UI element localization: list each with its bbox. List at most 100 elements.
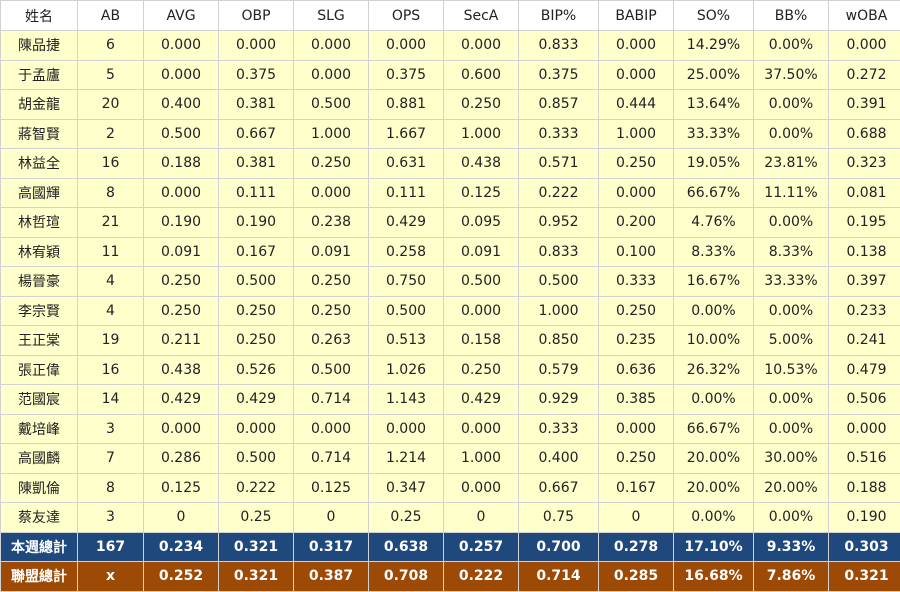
header-bb-pct: BB% (753, 0, 829, 31)
obp-cell: 0.526 (218, 354, 294, 385)
table-body: 陳品捷 6 0.000 0.000 0.000 0.000 0.000 0.833 0.000 1… (0, 30, 900, 592)
table-row: 林益全 16 0.188 0.381 0.250 0.631 0.438 0.571 0.250… (0, 148, 900, 179)
obp-cell: 0.381 (218, 148, 294, 179)
header-name: 姓名 (0, 0, 78, 31)
obp-cell: 0.222 (218, 472, 294, 503)
table-row: 林宥穎 11 0.091 0.167 0.091 0.258 0.091 0.833 0.100… (0, 236, 900, 267)
ops-cell: 0.000 (368, 30, 444, 61)
seca-cell: 0.600 (443, 59, 519, 90)
bip-pct-cell: 0.929 (518, 384, 599, 415)
ab-cell: 5 (77, 59, 144, 90)
table-row: 高國輝 8 0.000 0.111 0.000 0.111 0.125 0.222 0.000 6… (0, 177, 900, 208)
bip-pct-cell: 0.222 (518, 177, 599, 208)
so-pct-cell: 66.67% (673, 177, 754, 208)
header-so-pct: SO% (673, 0, 754, 31)
bb-pct-cell: 37.50% (753, 59, 829, 90)
woba-cell: 0.303 (828, 531, 900, 562)
seca-cell: 0.000 (443, 472, 519, 503)
player-name: 蔣智賢 (0, 118, 78, 149)
bb-pct-cell: 8.33% (753, 236, 829, 267)
obp-cell: 0.500 (218, 266, 294, 297)
babip-cell: 0 (598, 502, 674, 533)
avg-cell: 0.500 (143, 118, 219, 149)
bb-pct-cell: 33.33% (753, 266, 829, 297)
seca-cell: 0.000 (443, 30, 519, 61)
slg-cell: 0.317 (293, 531, 369, 562)
seca-cell: 0.095 (443, 207, 519, 238)
slg-cell: 0.091 (293, 236, 369, 267)
bip-pct-cell: 0.400 (518, 443, 599, 474)
ab-cell: 19 (77, 325, 144, 356)
seca-cell: 0.000 (443, 413, 519, 444)
player-name: 楊晉豪 (0, 266, 78, 297)
obp-cell: 0.375 (218, 59, 294, 90)
bb-pct-cell: 30.00% (753, 443, 829, 474)
player-name: 高國麟 (0, 443, 78, 474)
avg-cell: 0.000 (143, 30, 219, 61)
babip-cell: 0.200 (598, 207, 674, 238)
slg-cell: 0.125 (293, 472, 369, 503)
header-babip: BABIP (598, 0, 674, 31)
seca-cell: 0.500 (443, 266, 519, 297)
seca-cell: 1.000 (443, 443, 519, 474)
woba-cell: 0.233 (828, 295, 900, 326)
slg-cell: 0 (293, 502, 369, 533)
slg-cell: 0.263 (293, 325, 369, 356)
slg-cell: 0.714 (293, 384, 369, 415)
seca-cell: 0.000 (443, 295, 519, 326)
ab-cell: 21 (77, 207, 144, 238)
so-pct-cell: 20.00% (673, 443, 754, 474)
table-row: 陳品捷 6 0.000 0.000 0.000 0.000 0.000 0.833 0.000 1… (0, 30, 900, 61)
babip-cell: 0.235 (598, 325, 674, 356)
ab-cell: 4 (77, 295, 144, 326)
ab-cell: x (77, 561, 144, 592)
bb-pct-cell: 0.00% (753, 118, 829, 149)
so-pct-cell: 16.68% (673, 561, 754, 592)
ops-cell: 0.347 (368, 472, 444, 503)
so-pct-cell: 0.00% (673, 295, 754, 326)
ops-cell: 1.214 (368, 443, 444, 474)
player-name: 蔡友達 (0, 502, 78, 533)
babip-cell: 0.333 (598, 266, 674, 297)
obp-cell: 0.190 (218, 207, 294, 238)
ab-cell: 7 (77, 443, 144, 474)
bb-pct-cell: 9.33% (753, 531, 829, 562)
header-ops: OPS (368, 0, 444, 31)
obp-cell: 0.667 (218, 118, 294, 149)
table-row: 于孟廬 5 0.000 0.375 0.000 0.375 0.600 0.375 0.000 2… (0, 59, 900, 90)
seca-cell: 1.000 (443, 118, 519, 149)
bip-pct-cell: 0.375 (518, 59, 599, 90)
babip-cell: 0.636 (598, 354, 674, 385)
bip-pct-cell: 0.75 (518, 502, 599, 533)
babip-cell: 0.250 (598, 148, 674, 179)
woba-cell: 0.688 (828, 118, 900, 149)
woba-cell: 0.272 (828, 59, 900, 90)
bb-pct-cell: 20.00% (753, 472, 829, 503)
bb-pct-cell: 10.53% (753, 354, 829, 385)
babip-cell: 0.385 (598, 384, 674, 415)
player-name: 林宥穎 (0, 236, 78, 267)
avg-cell: 0.429 (143, 384, 219, 415)
woba-cell: 0.391 (828, 89, 900, 120)
ab-cell: 2 (77, 118, 144, 149)
slg-cell: 0.500 (293, 89, 369, 120)
babip-cell: 0.000 (598, 413, 674, 444)
so-pct-cell: 13.64% (673, 89, 754, 120)
bb-pct-cell: 11.11% (753, 177, 829, 208)
babip-cell: 0.000 (598, 177, 674, 208)
bip-pct-cell: 0.833 (518, 236, 599, 267)
table-row: 李宗賢 4 0.250 0.250 0.250 0.500 0.000 1.000 0.250 0… (0, 295, 900, 326)
avg-cell: 0 (143, 502, 219, 533)
bb-pct-cell: 5.00% (753, 325, 829, 356)
ab-cell: 167 (77, 531, 144, 562)
table-row: 范國宸 14 0.429 0.429 0.714 1.143 0.429 0.929 0.385… (0, 384, 900, 415)
ops-cell: 1.143 (368, 384, 444, 415)
ab-cell: 11 (77, 236, 144, 267)
obp-cell: 0.321 (218, 561, 294, 592)
ab-cell: 6 (77, 30, 144, 61)
babip-cell: 0.100 (598, 236, 674, 267)
babip-cell: 0.250 (598, 295, 674, 326)
ab-cell: 3 (77, 502, 144, 533)
bb-pct-cell: 0.00% (753, 30, 829, 61)
obp-cell: 0.381 (218, 89, 294, 120)
